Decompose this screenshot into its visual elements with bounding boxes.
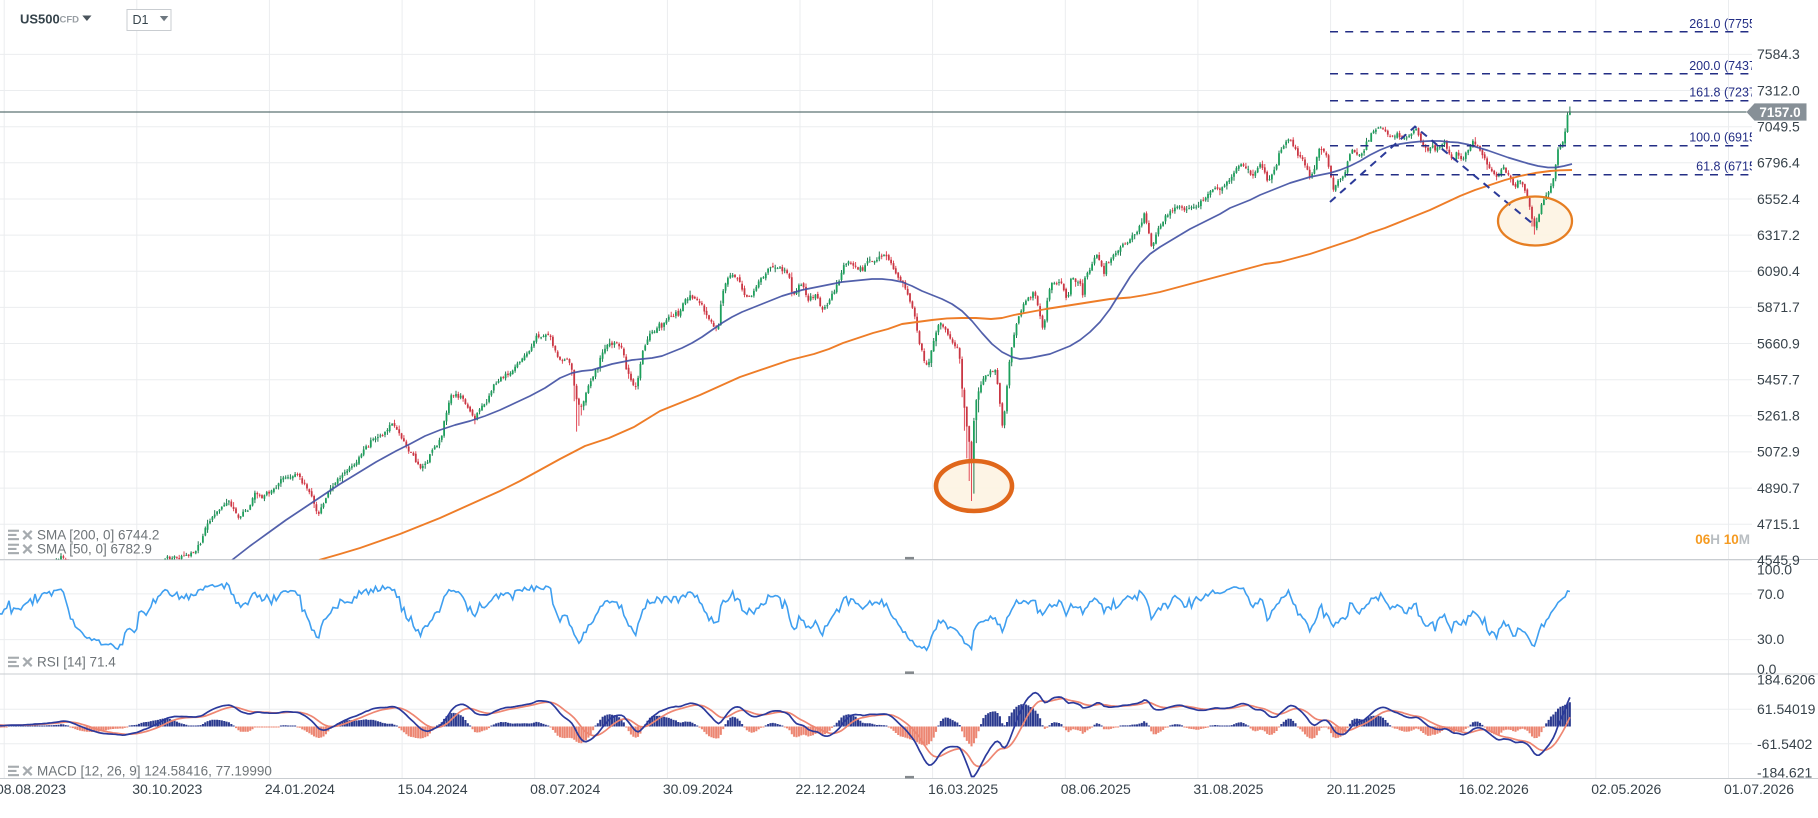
svg-text:02.05.2026: 02.05.2026 xyxy=(1591,781,1661,797)
svg-text:4715.1: 4715.1 xyxy=(1757,516,1800,532)
svg-text:MACD [12, 26, 9] 124.58416, 77: MACD [12, 26, 9] 124.58416, 77.19990 xyxy=(37,764,272,779)
svg-text:-184.621: -184.621 xyxy=(1757,764,1812,780)
svg-text:61.54019: 61.54019 xyxy=(1757,701,1816,717)
svg-text:4890.7: 4890.7 xyxy=(1757,480,1800,496)
svg-text:-61.5402: -61.5402 xyxy=(1757,736,1812,752)
svg-text:6796.4: 6796.4 xyxy=(1757,155,1800,171)
svg-text:100.0 (6915.3): 100.0 (6915.3) xyxy=(1689,131,1770,145)
svg-text:08.07.2024: 08.07.2024 xyxy=(530,781,600,797)
svg-text:5871.7: 5871.7 xyxy=(1757,299,1800,315)
svg-text:US500: US500 xyxy=(20,12,60,27)
svg-text:CFD: CFD xyxy=(60,15,80,26)
svg-text:01.07.2026: 01.07.2026 xyxy=(1724,781,1794,797)
svg-text:161.8 (7237.0): 161.8 (7237.0) xyxy=(1689,86,1770,100)
svg-text:24.01.2024: 24.01.2024 xyxy=(265,781,335,797)
svg-text:5457.7: 5457.7 xyxy=(1757,372,1800,388)
svg-text:5261.8: 5261.8 xyxy=(1757,408,1800,424)
svg-text:184.6206: 184.6206 xyxy=(1757,672,1816,688)
svg-text:16.03.2025: 16.03.2025 xyxy=(928,781,998,797)
svg-text:08.06.2025: 08.06.2025 xyxy=(1061,781,1131,797)
svg-text:D1: D1 xyxy=(133,13,149,27)
svg-text:30.10.2023: 30.10.2023 xyxy=(132,781,202,797)
svg-text:SMA [200, 0] 6744.2: SMA [200, 0] 6744.2 xyxy=(37,528,159,543)
svg-text:7312.0: 7312.0 xyxy=(1757,82,1800,98)
svg-text:RSI [14] 71.4: RSI [14] 71.4 xyxy=(37,655,116,670)
svg-text:31.08.2025: 31.08.2025 xyxy=(1193,781,1263,797)
svg-text:0.0: 0.0 xyxy=(1757,661,1777,677)
svg-text:30.09.2024: 30.09.2024 xyxy=(663,781,733,797)
svg-text:61.8 (6715.0): 61.8 (6715.0) xyxy=(1696,160,1770,174)
svg-text:30.0: 30.0 xyxy=(1757,631,1784,647)
svg-text:16.02.2026: 16.02.2026 xyxy=(1459,781,1529,797)
svg-text:6552.4: 6552.4 xyxy=(1757,191,1800,207)
svg-text:100.0: 100.0 xyxy=(1757,562,1792,578)
svg-text:7157.0: 7157.0 xyxy=(1759,105,1800,120)
svg-text:SMA [50, 0] 6782.9: SMA [50, 0] 6782.9 xyxy=(37,542,152,557)
svg-text:4545.9: 4545.9 xyxy=(1757,552,1800,568)
svg-text:5072.9: 5072.9 xyxy=(1757,444,1800,460)
svg-text:20.11.2025: 20.11.2025 xyxy=(1327,781,1396,797)
svg-text:70.0: 70.0 xyxy=(1757,586,1784,602)
svg-text:6090.4: 6090.4 xyxy=(1757,263,1800,279)
svg-text:08.08.2023: 08.08.2023 xyxy=(0,781,66,797)
svg-text:7049.5: 7049.5 xyxy=(1757,119,1800,135)
svg-text:261.0 (7755.5): 261.0 (7755.5) xyxy=(1689,17,1770,31)
svg-text:7584.3: 7584.3 xyxy=(1757,46,1800,62)
svg-text:15.04.2024: 15.04.2024 xyxy=(398,781,468,797)
svg-text:06H 10M: 06H 10M xyxy=(1695,532,1750,547)
svg-text:22.12.2024: 22.12.2024 xyxy=(795,781,865,797)
svg-text:6317.2: 6317.2 xyxy=(1757,227,1800,243)
svg-text:200.0 (7437.3): 200.0 (7437.3) xyxy=(1689,59,1770,73)
svg-text:5660.9: 5660.9 xyxy=(1757,335,1800,351)
